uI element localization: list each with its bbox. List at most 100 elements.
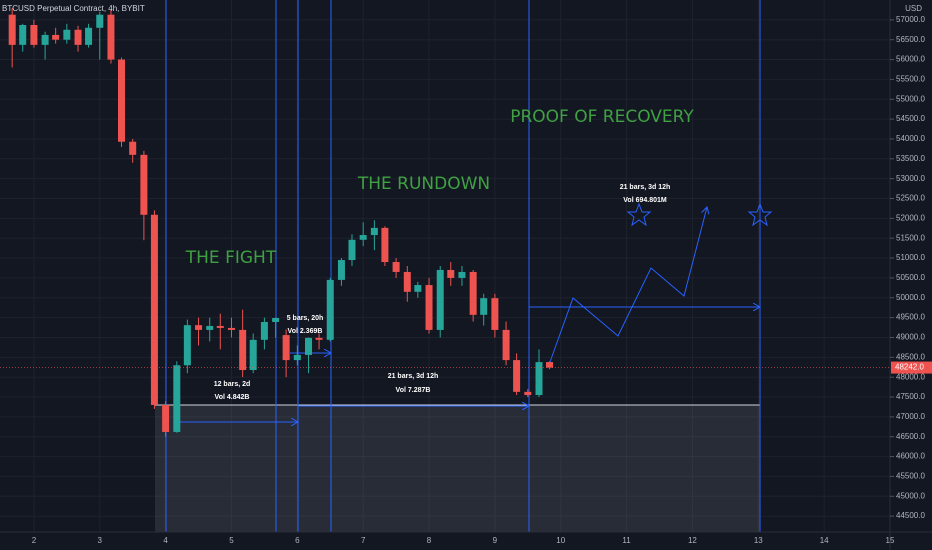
measure-bars: 12 bars, 2d — [214, 381, 251, 388]
candle-body — [52, 34, 60, 40]
y-tick-label: 49000.0 — [896, 333, 925, 342]
chart-title: BTCUSD Perpetual Contract, 4h, BYBIT — [2, 4, 145, 13]
y-tick-label: 51000.0 — [896, 253, 925, 262]
candle-body — [436, 269, 444, 330]
candle-body — [282, 335, 290, 361]
y-tick-label: 45000.0 — [896, 491, 925, 500]
last-price-badge — [891, 361, 932, 374]
candle-body — [337, 260, 345, 280]
candle-body — [524, 391, 532, 396]
x-tick-label: 2 — [32, 536, 37, 545]
y-tick-label: 44500.0 — [896, 511, 925, 520]
candle-body — [447, 269, 455, 278]
y-tick-label: 46000.0 — [896, 452, 925, 461]
candle-body — [381, 227, 389, 263]
candle-body — [293, 354, 301, 361]
candle-body — [272, 318, 280, 322]
y-tick-label: 54000.0 — [896, 134, 925, 143]
y-tick-label: 55500.0 — [896, 75, 925, 84]
candle-body — [195, 325, 203, 330]
annotation: PROOF OF RECOVERY — [510, 107, 694, 127]
candle-body — [458, 271, 466, 278]
candle-body — [480, 298, 488, 315]
measure-bars: 21 bars, 3d 12h — [388, 373, 439, 380]
candle-body — [96, 14, 104, 28]
axes: 44500.0 45000.0 45500.0 46000.0 46500.0 47000… — [32, 15, 926, 545]
projection-path — [549, 207, 707, 363]
candle-body — [173, 365, 181, 432]
x-tick-label: 6 — [295, 536, 300, 545]
y-tick-label: 57000.0 — [896, 15, 925, 24]
y-tick-label: 52000.0 — [896, 213, 925, 222]
candle-body — [260, 321, 268, 340]
y-tick-label: 53500.0 — [896, 154, 925, 163]
candle-body — [535, 362, 543, 396]
candle-body — [546, 362, 554, 368]
y-tick-label: 56500.0 — [896, 35, 925, 44]
candle-body — [359, 235, 367, 240]
y-tick-label: 50000.0 — [896, 293, 925, 302]
candle-body — [41, 34, 49, 45]
candle-body — [326, 279, 334, 340]
candle-body — [150, 214, 158, 405]
candle-body — [183, 325, 191, 366]
y-tick-label: 53000.0 — [896, 174, 925, 183]
grid — [0, 0, 891, 532]
candle-body — [107, 14, 115, 60]
candle-body — [305, 337, 313, 355]
candle-body — [403, 271, 411, 292]
x-tick-label: 13 — [754, 536, 763, 545]
x-tick-label: 12 — [688, 536, 697, 545]
candle-body — [370, 227, 378, 236]
candle-body — [140, 154, 148, 215]
candle-body — [206, 325, 214, 330]
y-tick-label: 50500.0 — [896, 273, 925, 282]
candle-body — [315, 337, 323, 340]
candle-body — [414, 285, 422, 292]
candle-body — [491, 298, 499, 330]
x-tick-label: 9 — [493, 536, 498, 545]
candle-body — [348, 239, 356, 261]
measure-vol: Vol 694.801M — [623, 197, 667, 204]
y-tick-label: 51500.0 — [896, 233, 925, 242]
y-tick-label: 49500.0 — [896, 313, 925, 322]
y-tick-label: 48000.0 — [896, 372, 925, 381]
star — [747, 202, 773, 227]
y-tick-label: 45500.0 — [896, 472, 925, 481]
measure-bars: 5 bars, 20h — [287, 315, 324, 322]
candle-body — [425, 285, 433, 330]
measure-vol: Vol 4.842B — [215, 394, 250, 401]
y-tick-label: 56000.0 — [896, 55, 925, 64]
x-tick-label: 5 — [229, 536, 234, 545]
y-tick-label: 48500.0 — [896, 352, 925, 361]
y-tick-label: 46500.0 — [896, 432, 925, 441]
x-tick-label: 15 — [886, 536, 895, 545]
candle-body — [216, 325, 224, 328]
candle-body — [19, 25, 27, 45]
x-tick-label: 7 — [361, 536, 366, 545]
candle-body — [63, 29, 71, 40]
x-tick-label: 8 — [427, 536, 432, 545]
y-tick-label: 52500.0 — [896, 194, 925, 203]
star — [626, 202, 652, 227]
candle-body — [117, 59, 125, 142]
annotation: THE FIGHT — [185, 248, 277, 268]
candle-body — [469, 271, 477, 315]
y-tick-label: 55000.0 — [896, 94, 925, 103]
drawings — [165, 0, 773, 532]
measure-zone — [155, 405, 760, 532]
x-tick-label: 14 — [820, 536, 829, 545]
measure-vol: Vol 7.287B — [396, 387, 431, 394]
measure-vol: Vol 2.369B — [288, 328, 323, 335]
candle-body — [513, 360, 521, 392]
candle-body — [162, 404, 170, 432]
candle-body — [239, 329, 247, 371]
candle-body — [227, 327, 235, 330]
annotation: THE RUNDOWN — [357, 174, 490, 194]
candles — [8, 7, 554, 437]
x-tick-label: 3 — [98, 536, 103, 545]
x-tick-label: 10 — [556, 536, 565, 545]
candle-body — [502, 329, 510, 361]
candle-body — [30, 25, 38, 45]
